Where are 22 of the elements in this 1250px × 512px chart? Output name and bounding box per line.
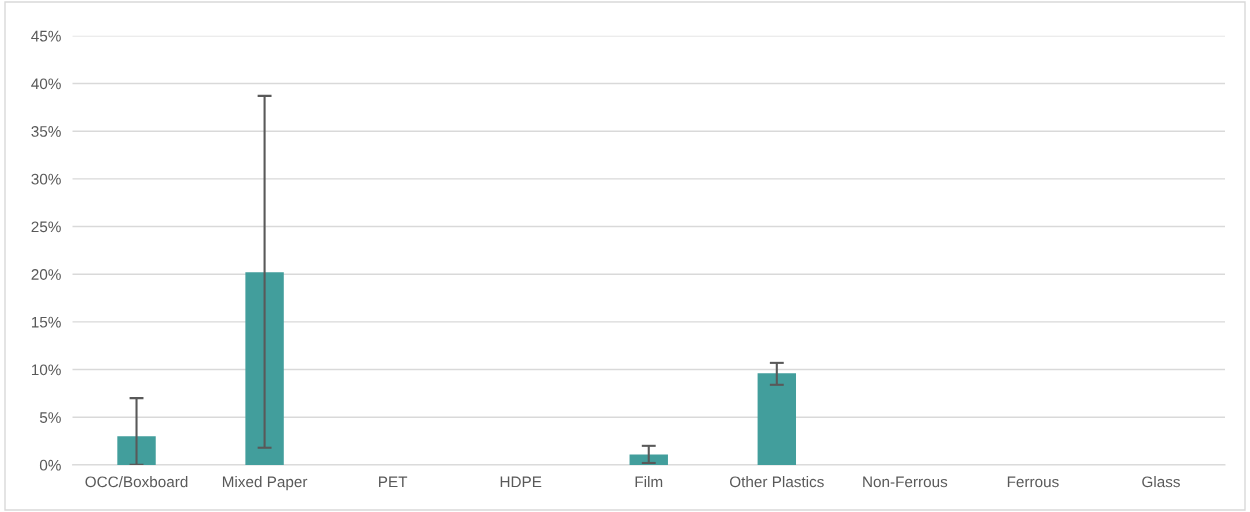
x-tick-label: Film (635, 476, 663, 488)
x-tick-label: OCC/Boxboard (85, 476, 188, 488)
y-tick-label: 45% (31, 30, 61, 42)
x-tick-label: Mixed Paper (222, 476, 308, 491)
y-tick-label: 25% (31, 221, 61, 233)
x-tick-label: HDPE (500, 476, 542, 488)
y-tick-label: 10% (31, 364, 61, 376)
x-tick-label: Non-Ferrous (863, 476, 948, 488)
y-tick-label: 20% (31, 269, 61, 280)
x-tick-label: Ferrous (1007, 476, 1059, 488)
bar (245, 272, 284, 465)
bar (757, 373, 797, 465)
x-tick-label: PET (379, 476, 408, 488)
bar (117, 436, 156, 465)
y-tick-label: 40% (31, 78, 61, 90)
y-tick-label: 15% (31, 316, 61, 328)
x-tick-label: Other Plastics (729, 476, 824, 488)
x-tick-label: Glass (1142, 476, 1180, 488)
y-tick-label: 35% (31, 126, 61, 137)
y-tick-label: 0% (39, 459, 61, 471)
y-tick-label: 5% (39, 412, 61, 423)
y-tick-label: 30% (31, 173, 61, 185)
